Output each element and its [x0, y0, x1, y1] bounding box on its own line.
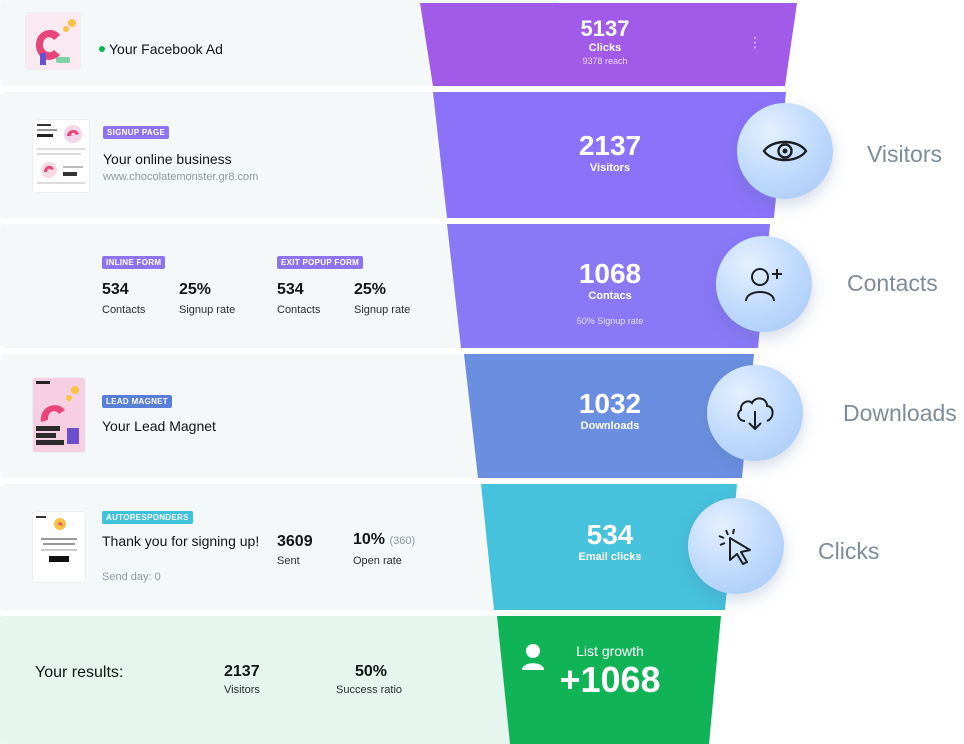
clicks-stage-text: 5137 Clicks 9378 reach: [540, 16, 670, 66]
email-clicks-stage-text: 534 Email clicks: [540, 519, 680, 563]
cloud-download-icon: [737, 397, 774, 431]
visitors-stage-text: 2137 Visitors: [540, 130, 680, 174]
autoresponder-title: Thank you for signing up!: [102, 533, 260, 549]
exit-contacts-label: Contacts: [277, 304, 321, 316]
downloads-circle[interactable]: [707, 365, 803, 461]
lead-magnet-thumbnail: [33, 378, 85, 452]
side-label-downloads: Downloads: [843, 400, 957, 426]
email-clicks-label: Email clicks: [578, 551, 642, 563]
results-visitors-label: Visitors: [224, 684, 260, 696]
results-success-value: 50%: [355, 663, 388, 680]
open-rate-label: Open rate: [353, 555, 402, 567]
lead-magnet-row[interactable]: LEAD MAGNET Your Lead Magnet: [0, 354, 560, 478]
user-plus-icon: [745, 268, 782, 302]
contacts-stage-text: 1068 Contacs 50% Signup rate: [540, 258, 680, 326]
exit-popup-form-tag: EXIT POPUP FORM: [277, 256, 364, 269]
inline-contacts-label: Contacts: [102, 304, 146, 316]
open-rate-percent: 10%: [353, 531, 386, 548]
sent-label: Sent: [277, 555, 300, 567]
contacts-circle[interactable]: [716, 236, 812, 332]
clicks-circle[interactable]: [688, 498, 784, 594]
eye-icon: [762, 140, 808, 162]
open-count: (360): [389, 535, 416, 547]
signup-url[interactable]: www.chocolatemonster.gr8.com: [103, 171, 259, 183]
signup-page-tag: SIGNUP PAGE: [103, 126, 170, 139]
results-success-label: Success ratio: [336, 684, 403, 696]
signup-page-thumbnail: [33, 120, 89, 192]
side-label-contacts: Contacts: [847, 270, 938, 296]
exit-rate-value: 25%: [354, 281, 387, 298]
lead-magnet-tag: LEAD MAGNET: [102, 395, 172, 408]
results-visitors-value: 2137: [224, 663, 260, 680]
list-growth-stage-text: List growth +1068: [520, 643, 700, 701]
clicks-label: Clicks: [588, 42, 622, 54]
contacts-signup-rate: 50% Signup rate: [576, 316, 644, 326]
autoresponder-row[interactable]: AUTORESPONDERS Thank you for signing up!…: [0, 484, 560, 610]
user-icon: [522, 644, 544, 670]
visitors-value: 2137: [578, 130, 642, 161]
status-dot: [99, 46, 105, 52]
inline-rate-label: Signup rate: [179, 304, 236, 316]
results-label: Your results:: [35, 664, 124, 681]
signup-row[interactable]: SIGNUP PAGE Your online business www.cho…: [0, 92, 560, 218]
lead-magnet-title: Your Lead Magnet: [102, 418, 216, 434]
open-rate-value: 10% (360): [353, 531, 415, 549]
visitors-circle[interactable]: [737, 103, 833, 199]
list-growth-value-line: +1068: [520, 644, 700, 701]
side-label-visitors: Visitors: [867, 141, 942, 167]
send-day: Send day: 0: [102, 571, 161, 583]
clicks-value: 5137: [580, 16, 630, 41]
downloads-value: 1032: [578, 388, 642, 419]
cursor-click-icon: [718, 528, 751, 565]
visitors-label: Visitors: [589, 162, 631, 174]
ad-thumbnail: [26, 13, 80, 69]
side-label-clicks: Clicks: [818, 538, 880, 564]
contacts-value: 1068: [578, 258, 642, 289]
list-growth-value: +1068: [559, 659, 661, 700]
inline-contacts-value: 534: [102, 281, 129, 298]
inline-rate-value: 25%: [179, 281, 212, 298]
downloads-stage-text: 1032 Downloads: [540, 388, 680, 432]
clicks-reach: 9378 reach: [582, 56, 628, 66]
downloads-label: Downloads: [580, 420, 640, 432]
sent-value: 3609: [277, 533, 313, 550]
inline-form-tag: INLINE FORM: [102, 256, 166, 269]
email-clicks-value: 534: [586, 519, 634, 550]
list-growth-label: List growth: [576, 643, 644, 659]
exit-rate-label: Signup rate: [354, 304, 411, 316]
more-menu-icon[interactable]: ⋮: [748, 34, 762, 50]
autoresponders-tag: AUTORESPONDERS: [102, 511, 193, 524]
autoresponder-email-thumbnail: [33, 512, 85, 582]
ad-row[interactable]: Your Facebook Ad: [0, 0, 560, 86]
exit-contacts-value: 534: [277, 281, 304, 298]
results-row: Your results: 2137 Visitors 50% Success …: [0, 616, 560, 744]
contacts-label: Contacs: [588, 290, 632, 302]
ad-title: Your Facebook Ad: [109, 41, 223, 57]
forms-row: INLINE FORM 534 Contacts 25% Signup rate…: [0, 224, 560, 348]
signup-title: Your online business: [103, 151, 232, 167]
